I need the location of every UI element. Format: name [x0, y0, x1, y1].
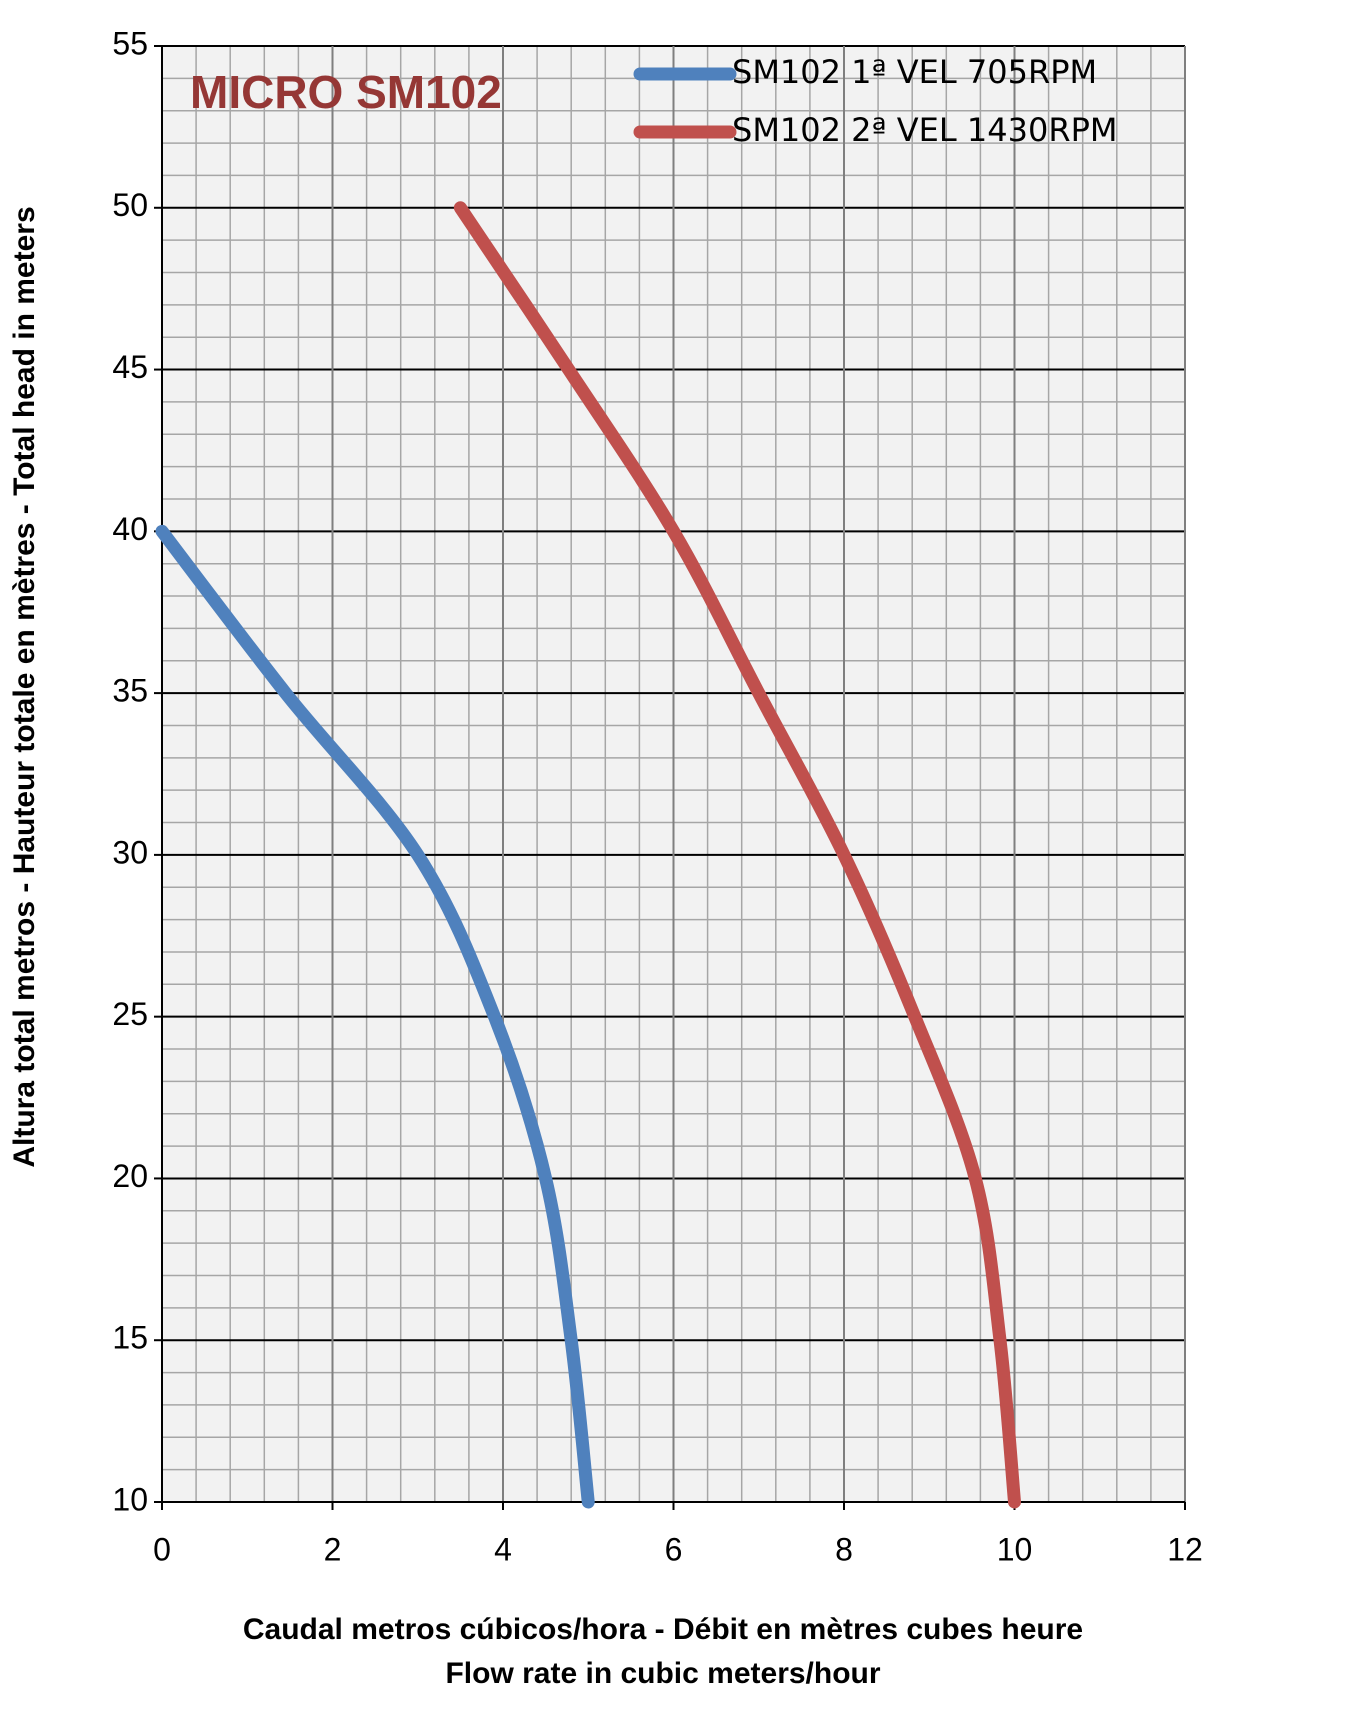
- x-tick-label: 10: [997, 1531, 1033, 1567]
- x-tick-label: 2: [324, 1531, 342, 1567]
- x-tick-label: 0: [153, 1531, 171, 1567]
- series-line: [155, 524, 595, 1509]
- x-axis-label: Caudal metros cúbicos/hora - Débit en mè…: [243, 1613, 1083, 1646]
- y-tick-label: 25: [112, 996, 148, 1032]
- x-axis-label: Flow rate in cubic meters/hour: [445, 1657, 880, 1690]
- series-line: [453, 201, 1021, 1509]
- legend-label: SM102 2ª VEL 1430RPM: [732, 111, 1117, 149]
- x-tick-label: 12: [1167, 1531, 1203, 1567]
- y-tick-label: 35: [112, 673, 148, 709]
- y-tick-label: 55: [112, 25, 148, 61]
- y-tick-label: 30: [112, 834, 148, 870]
- y-tick-label: 20: [112, 1158, 148, 1194]
- grid: [154, 45, 1186, 1510]
- marks: [155, 201, 1021, 1509]
- y-tick-label: 40: [112, 511, 148, 547]
- y-tick-label: 45: [112, 349, 148, 385]
- x-tick-label: 6: [665, 1531, 683, 1567]
- chart-title: MICRO SM102: [190, 66, 502, 118]
- legend-label: SM102 1ª VEL 705RPM: [732, 53, 1097, 91]
- x-tick-label: 4: [494, 1531, 512, 1567]
- y-tick-label: 15: [112, 1320, 148, 1356]
- y-tick-label: 50: [112, 187, 148, 223]
- y-axis-label: Altura total metros - Hauteur totale en …: [8, 206, 41, 1167]
- y-tick-label: 10: [112, 1481, 148, 1517]
- x-tick-label: 8: [835, 1531, 853, 1567]
